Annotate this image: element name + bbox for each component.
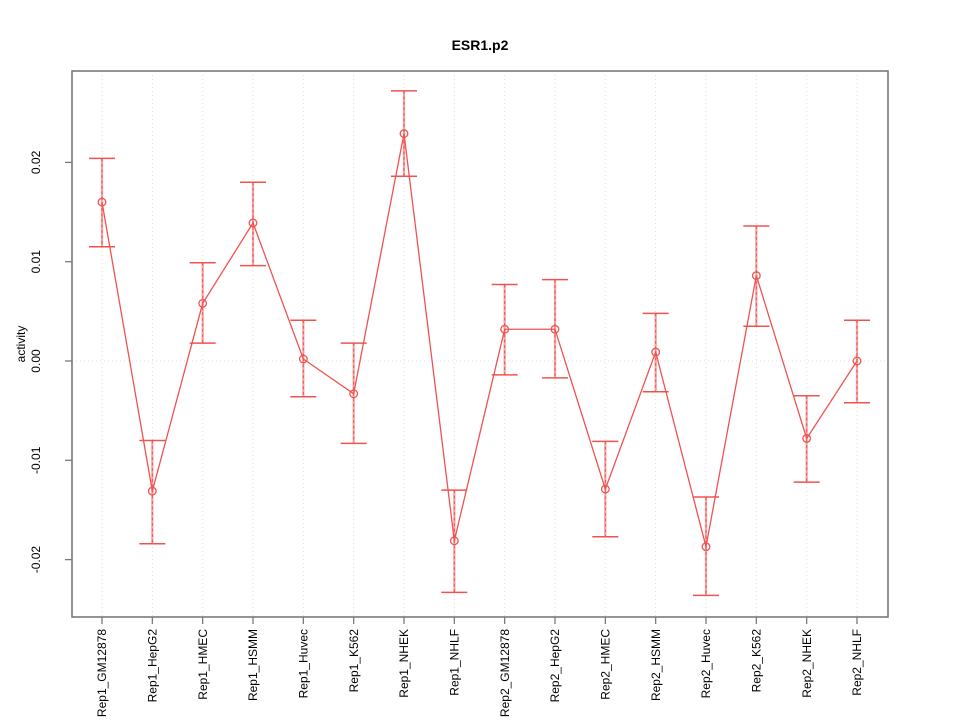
- x-tick-label: Rep2_NHEK: [800, 629, 814, 698]
- y-tick-label: -0.02: [29, 546, 43, 574]
- x-tick-label: Rep2_Huvec: [699, 629, 713, 698]
- data-point: [399, 129, 409, 139]
- data-point: [198, 298, 208, 308]
- data-point: [500, 324, 510, 334]
- data-point: [248, 218, 258, 228]
- x-tick-label: Rep2_NHLF: [850, 629, 864, 696]
- series-line: [101, 133, 858, 547]
- data-point: [349, 389, 359, 399]
- data-point: [550, 324, 560, 334]
- data-point: [298, 354, 308, 364]
- data-point: [651, 347, 661, 357]
- data-point: [751, 271, 761, 281]
- data-point: [852, 356, 862, 366]
- data-point: [97, 197, 107, 207]
- data-point: [701, 542, 711, 552]
- x-tick-label: Rep1_NHEK: [397, 629, 411, 698]
- data-point: [147, 486, 157, 496]
- x-tick-label: Rep1_GM12878: [95, 629, 109, 717]
- data-point: [802, 434, 812, 443]
- data-point: [449, 536, 459, 546]
- x-tick-label: Rep2_GM12878: [498, 629, 512, 717]
- chart-title: ESR1.p2: [451, 37, 509, 53]
- x-tick-label: Rep1_HepG2: [146, 629, 160, 703]
- x-tick-label: Rep1_K562: [347, 629, 361, 693]
- y-tick-label: 0.00: [29, 349, 43, 373]
- x-tick-label: Rep2_HSMM: [649, 629, 663, 701]
- y-tick-label: 0.01: [29, 250, 43, 274]
- x-tick-label: Rep2_K562: [750, 629, 764, 693]
- x-tick-label: Rep1_HMEC: [196, 629, 210, 700]
- x-tick-label: Rep1_Huvec: [297, 629, 311, 698]
- x-tick-label: Rep1_HSMM: [246, 629, 260, 701]
- y-tick-label: -0.01: [29, 446, 43, 474]
- y-tick-label: 0.02: [29, 150, 43, 174]
- data-point: [600, 484, 610, 494]
- x-tick-label: Rep2_HMEC: [599, 629, 613, 700]
- plot-border: [71, 70, 889, 618]
- x-tick-label: Rep1_NHLF: [448, 629, 462, 696]
- x-tick-label: Rep2_HepG2: [548, 629, 562, 703]
